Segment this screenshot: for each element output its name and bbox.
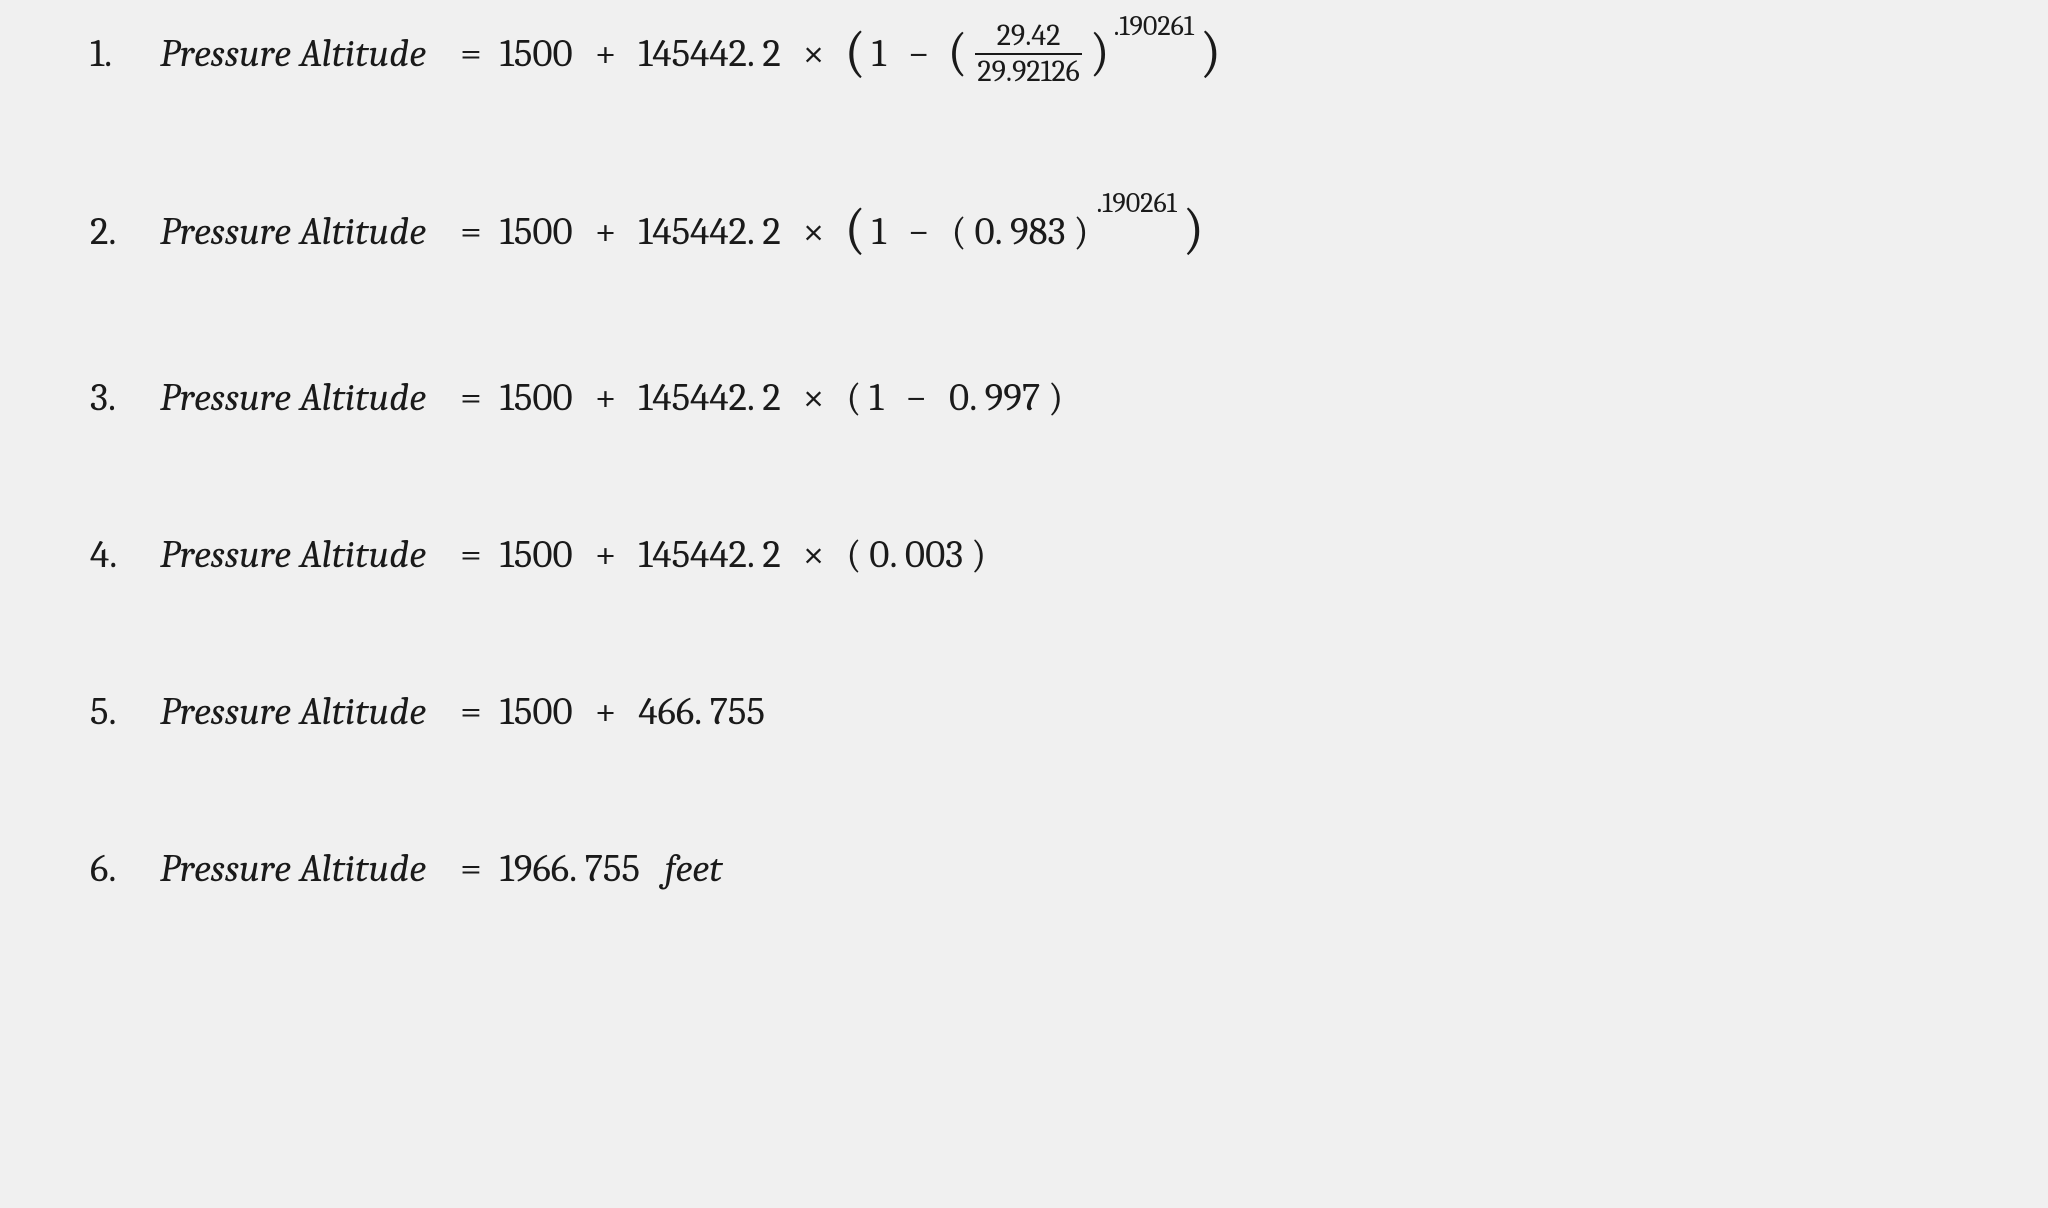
- plus-sign: +: [595, 532, 617, 577]
- inner-lparen: (: [952, 209, 967, 254]
- exponent: .190261: [1114, 10, 1194, 42]
- lhs-label: Pressure Altitude: [160, 209, 426, 254]
- minus-sign: −: [908, 31, 930, 76]
- rhs-expression: 1500 + 466. 755: [496, 689, 769, 734]
- equals-sign: =: [460, 209, 482, 254]
- rhs-expression: 1500 + 145442. 2 × ( 1 − ( 0. 983 ) .190…: [496, 199, 1206, 263]
- coefficient: 145442. 2: [638, 31, 780, 76]
- times-sign: ×: [803, 375, 825, 420]
- outer-lparen: (: [844, 20, 865, 84]
- lparen: (: [846, 532, 861, 577]
- base-value: 1500: [500, 209, 573, 254]
- exponent: .190261: [1097, 187, 1177, 219]
- lparen: (: [846, 375, 861, 420]
- lhs-label: Pressure Altitude: [160, 375, 426, 420]
- rhs-expression: 1500 + 145442. 2 × ( 1 − 0. 997 ): [496, 375, 1067, 420]
- equation-step-1: 1. Pressure Altitude = 1500 + 145442. 2 …: [90, 20, 1958, 87]
- fraction: 29.42 29.92126: [971, 20, 1085, 87]
- result-value: 1966. 755: [500, 846, 640, 891]
- equals-sign: =: [460, 532, 482, 577]
- step-number: 1.: [90, 31, 160, 76]
- inner-rparen: ): [1074, 209, 1089, 254]
- outer-lparen: (: [844, 197, 865, 261]
- coefficient: 145442. 2: [638, 532, 780, 577]
- step-number: 4.: [90, 532, 160, 577]
- times-sign: ×: [803, 31, 825, 76]
- lhs-label: Pressure Altitude: [160, 31, 426, 76]
- coefficient: 145442. 2: [638, 375, 780, 420]
- equation-step-2: 2. Pressure Altitude = 1500 + 145442. 2 …: [90, 199, 1958, 263]
- value: 466. 755: [638, 689, 765, 734]
- rparen: ): [1048, 375, 1063, 420]
- inner-value: 0. 983: [974, 209, 1065, 254]
- lhs-label: Pressure Altitude: [160, 532, 426, 577]
- equals-sign: =: [460, 689, 482, 734]
- minus-sign: −: [908, 209, 930, 254]
- base-value: 1500: [500, 532, 573, 577]
- value: 0. 997: [949, 375, 1040, 420]
- unit-label: feet: [665, 846, 723, 891]
- fraction-denominator: 29.92126: [975, 53, 1081, 88]
- equals-sign: =: [460, 375, 482, 420]
- equation-step-3: 3. Pressure Altitude = 1500 + 145442. 2 …: [90, 375, 1958, 420]
- plus-sign: +: [595, 375, 617, 420]
- value: 0. 003: [869, 532, 963, 577]
- minus-sign: −: [905, 375, 927, 420]
- base-value: 1500: [500, 375, 573, 420]
- times-sign: ×: [803, 532, 825, 577]
- plus-sign: +: [595, 209, 617, 254]
- rhs-expression: 1500 + 145442. 2 × ( 1 − ( 29.42 29.9212…: [496, 20, 1224, 87]
- rparen: ): [971, 532, 986, 577]
- plus-sign: +: [595, 689, 617, 734]
- step-number: 3.: [90, 375, 160, 420]
- base-value: 1500: [500, 689, 573, 734]
- equation-step-5: 5. Pressure Altitude = 1500 + 466. 755: [90, 689, 1958, 734]
- step-number: 2.: [90, 209, 160, 254]
- times-sign: ×: [803, 209, 825, 254]
- one: 1: [872, 31, 886, 76]
- step-number: 5.: [90, 689, 160, 734]
- equation-step-4: 4. Pressure Altitude = 1500 + 145442. 2 …: [90, 532, 1958, 577]
- outer-rparen: ): [1200, 20, 1221, 84]
- step-number: 6.: [90, 846, 160, 891]
- plus-sign: +: [595, 31, 617, 76]
- one: 1: [872, 209, 886, 254]
- equation-list: 1. Pressure Altitude = 1500 + 145442. 2 …: [0, 0, 2048, 911]
- inner-rparen: ): [1090, 22, 1110, 82]
- base-value: 1500: [500, 31, 573, 76]
- coefficient: 145442. 2: [638, 209, 780, 254]
- equation-step-6: 6. Pressure Altitude = 1966. 755 feet: [90, 846, 1958, 891]
- rhs-expression: 1500 + 145442. 2 × ( 0. 003 ): [496, 532, 990, 577]
- outer-rparen: ): [1183, 197, 1204, 261]
- fraction-numerator: 29.42: [995, 20, 1063, 53]
- inner-lparen: (: [948, 22, 968, 82]
- equals-sign: =: [460, 846, 482, 891]
- lhs-label: Pressure Altitude: [160, 689, 426, 734]
- equals-sign: =: [460, 31, 482, 76]
- rhs-expression: 1966. 755 feet: [496, 846, 727, 891]
- one: 1: [869, 375, 883, 420]
- lhs-label: Pressure Altitude: [160, 846, 426, 891]
